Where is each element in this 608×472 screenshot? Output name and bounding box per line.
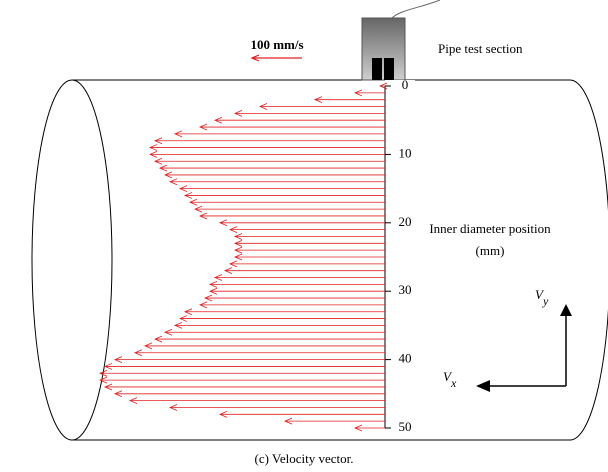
vy-sub: y	[542, 294, 549, 308]
vector	[168, 178, 385, 186]
vector	[233, 246, 385, 254]
vector	[98, 376, 385, 384]
y-tick-label: 30	[399, 282, 412, 297]
scale-label: 100 mm/s	[250, 37, 303, 52]
vector	[143, 342, 385, 350]
vector	[168, 404, 385, 411]
vector	[218, 410, 385, 418]
caption: (c) Velocity vector.	[254, 451, 353, 466]
vector	[153, 157, 385, 165]
vector	[233, 233, 385, 240]
vector	[258, 103, 385, 110]
vector	[163, 171, 385, 179]
vector	[198, 123, 385, 131]
vx-head	[476, 380, 490, 392]
vector	[233, 109, 385, 117]
vector	[173, 322, 385, 329]
y-tick-label: 20	[399, 214, 412, 229]
y-tick-label: 10	[399, 145, 412, 160]
section-label: Pipe test section	[438, 41, 523, 56]
sensor	[361, 17, 406, 81]
y-tick-label: 50	[399, 419, 412, 434]
vector	[98, 369, 385, 377]
vx-sub: x	[450, 376, 457, 390]
vector	[193, 205, 385, 213]
vector	[208, 287, 385, 295]
vector	[183, 308, 385, 316]
vector	[213, 274, 385, 281]
vector	[198, 212, 385, 220]
vector	[103, 363, 385, 370]
vy-head	[560, 304, 572, 316]
vector	[153, 335, 385, 343]
vector	[218, 219, 385, 227]
vector	[133, 349, 385, 357]
scale-arrow	[250, 54, 302, 62]
vector	[103, 383, 385, 391]
vector	[148, 151, 385, 158]
vector	[113, 356, 385, 363]
vy-main: V	[535, 287, 545, 302]
y-tick-label: 0	[402, 77, 409, 92]
vector	[203, 294, 385, 302]
vector	[178, 185, 385, 192]
y-tick-label: 40	[399, 351, 412, 366]
axis-box	[385, 80, 415, 436]
sensor-part	[384, 58, 394, 80]
vector	[148, 144, 385, 151]
vector	[223, 267, 385, 275]
pipe-end-right	[569, 79, 608, 441]
vector	[153, 137, 385, 145]
vector	[158, 164, 385, 172]
vector	[208, 280, 385, 288]
wire	[391, 0, 441, 19]
vector	[233, 239, 385, 247]
vector	[183, 192, 385, 199]
sensor-part	[372, 58, 382, 80]
vector	[113, 390, 385, 398]
vector	[283, 417, 385, 425]
vector	[378, 82, 388, 90]
vector	[198, 301, 385, 309]
vector	[228, 226, 385, 234]
vector	[228, 260, 385, 268]
vector	[353, 89, 385, 97]
vector	[178, 315, 385, 322]
vector	[213, 116, 385, 124]
vector	[233, 253, 385, 261]
vector	[353, 424, 385, 432]
pipe-end	[31, 79, 113, 441]
axis-unit: (mm)	[476, 243, 505, 258]
vector	[188, 198, 385, 206]
vx-main: V	[443, 369, 453, 384]
vector	[163, 328, 385, 336]
vector	[313, 96, 385, 104]
vy-label: Vy	[535, 287, 549, 308]
vector	[173, 130, 385, 138]
axis-label: Inner diameter position	[429, 221, 551, 236]
vector	[128, 397, 385, 405]
vx-label: Vx	[443, 369, 457, 390]
